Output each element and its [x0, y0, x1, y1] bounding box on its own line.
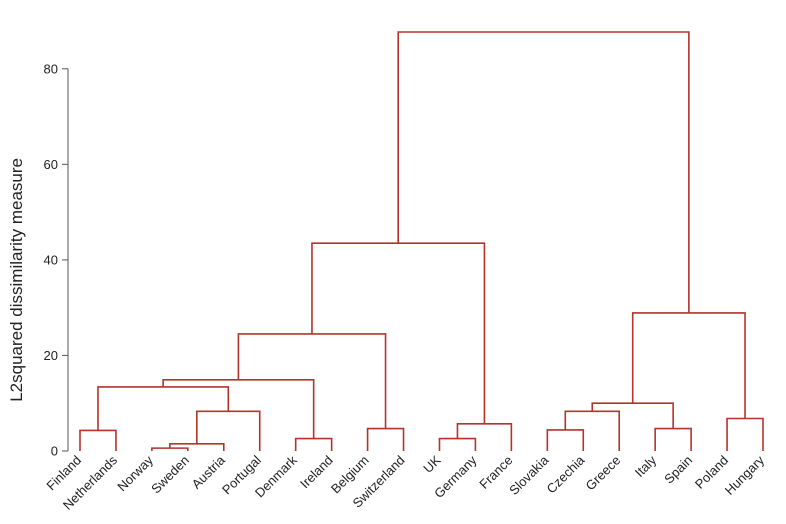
merge-link-c19 [397, 31, 690, 313]
merge-link-c11 [456, 422, 513, 451]
merge-link-c10 [438, 437, 477, 451]
merge-link-c3 [196, 410, 261, 451]
leaf-label-slovakia: Slovakia [506, 452, 552, 498]
y-tick-label: 60 [44, 157, 58, 172]
merge-link-c13 [546, 429, 585, 451]
merge-link-c5 [97, 386, 230, 431]
merge-link-c1 [151, 447, 189, 451]
leaf-label-uk: UK [420, 452, 444, 476]
merge-link-c6 [294, 437, 333, 451]
y-tick-label: 20 [44, 348, 58, 363]
leaf-label-hungary: Hungary [722, 452, 768, 498]
leaf-label-czechia: Czechia [544, 452, 588, 496]
y-axis-title: L2squared dissimilarity measure [7, 158, 26, 402]
merge-link-c17 [726, 417, 764, 451]
leaf-label-spain: Spain [661, 453, 695, 487]
y-tick-label: 0 [51, 444, 58, 459]
y-tick-label: 40 [44, 252, 58, 267]
y-tick-label: 80 [44, 61, 58, 76]
merge-link-c8 [366, 427, 405, 451]
merge-link-c7 [162, 379, 315, 439]
y-axis-ticks: 0 20 40 60 80 [44, 61, 68, 459]
leaf-label-italy: Italy [632, 452, 660, 480]
merge-link-c4 [79, 429, 117, 451]
merge-link-c15 [654, 427, 692, 451]
merge-link-c16 [591, 402, 674, 429]
leaf-label-greece: Greece [583, 453, 624, 494]
leaf-label-sweden: Sweden [148, 453, 192, 497]
dendrogram-links [79, 31, 764, 451]
merge-link-c14 [564, 410, 621, 451]
leaf-labels: FinlandNetherlandsNorwaySwedenAustriaPor… [43, 452, 767, 513]
merge-link-c12 [311, 242, 486, 424]
